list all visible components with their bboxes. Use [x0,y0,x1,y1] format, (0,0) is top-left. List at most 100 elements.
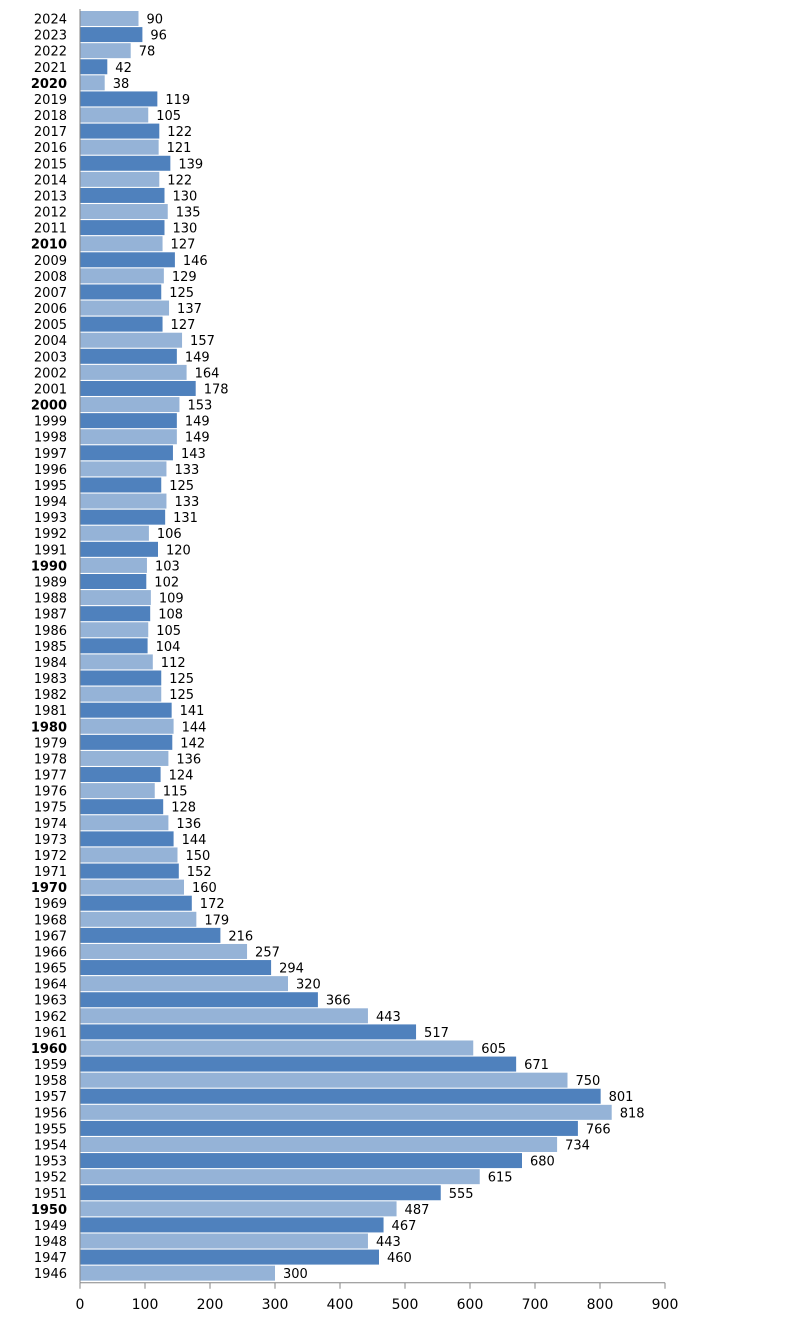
bar-1951 [80,1185,441,1201]
data-label-1963: 366 [326,994,351,1009]
y-tick-label-2002: 2002 [34,366,67,381]
x-axis: 0 100 200 300 400 500 600 700 800 900 [76,9,678,1313]
bar-2001 [80,380,196,396]
y-tick-label-1953: 1953 [34,1155,67,1170]
bar-2000 [80,397,180,413]
data-label-1966: 257 [255,945,280,960]
data-label-1980: 144 [182,720,207,735]
bar-2022 [80,43,131,59]
data-label-1965: 294 [279,962,304,977]
y-tick-label-1988: 1988 [34,592,67,607]
bar-1957 [80,1088,601,1104]
y-tick-label-1966: 1966 [34,945,67,960]
data-label-1993: 131 [173,511,198,526]
data-label-1958: 750 [576,1074,601,1089]
bar-1992 [80,525,149,541]
bar-1980 [80,718,174,734]
data-label-2011: 130 [173,222,198,237]
bar-2013 [80,187,165,203]
data-label-1967: 216 [228,929,253,944]
data-label-1984: 112 [161,656,186,671]
y-tick-label-1989: 1989 [34,576,67,591]
bar-1973 [80,831,174,847]
y-tick-label-2008: 2008 [34,270,67,285]
data-label-2007: 125 [169,286,194,301]
data-label-1953: 680 [530,1155,555,1170]
data-label-2017: 122 [167,125,192,140]
y-tick-label-1996: 1996 [34,463,67,478]
bar-2008 [80,268,164,284]
data-label-1986: 105 [156,624,181,639]
data-label-1977: 124 [169,769,194,784]
data-label-1992: 106 [157,527,182,542]
y-tick-label-1976: 1976 [34,785,67,800]
data-label-1964: 320 [296,978,321,993]
bar-2018 [80,107,149,123]
bar-1999 [80,413,177,429]
y-tick-label-1973: 1973 [34,833,67,848]
y-tick-label-2011: 2011 [34,222,67,237]
y-tick-label-1991: 1991 [34,543,67,558]
y-tick-label-2001: 2001 [34,382,67,397]
y-tick-label-1999: 1999 [34,415,67,430]
y-tick-label-1949: 1949 [34,1219,67,1234]
y-tick-label-1965: 1965 [34,962,67,977]
data-label-1949: 467 [392,1219,417,1234]
bar-1948 [80,1233,368,1249]
data-label-2023: 96 [150,29,167,44]
bar-1982 [80,686,162,702]
data-label-1952: 615 [488,1171,513,1186]
data-label-1959: 671 [524,1058,549,1073]
bar-2021 [80,59,108,75]
data-label-1989: 102 [154,576,179,591]
bar-2024 [80,11,139,26]
data-label-1985: 104 [156,640,181,655]
bar-1990 [80,557,147,573]
x-tick-label-500: 500 [392,1297,419,1313]
bar-1981 [80,702,172,718]
data-label-1994: 133 [174,495,199,510]
data-label-2000: 153 [187,399,212,414]
bar-1947 [80,1249,379,1265]
y-tick-label-2019: 2019 [34,93,67,108]
bar-1978 [80,750,169,766]
y-tick-label-1979: 1979 [34,736,67,751]
data-label-1957: 801 [609,1090,634,1105]
y-tick-label-1961: 1961 [34,1026,67,1041]
y-tick-label-1972: 1972 [34,849,67,864]
data-label-1987: 108 [158,608,183,623]
data-label-2020: 38 [113,77,130,92]
bar-1959 [80,1056,517,1072]
bar-1946 [80,1265,275,1281]
data-label-1978: 136 [176,752,201,767]
bar-1954 [80,1137,558,1152]
bar-1976 [80,783,155,799]
data-label-1970: 160 [192,881,217,896]
y-tick-label-1990: 1990 [31,559,67,574]
y-tick-label-2014: 2014 [34,173,67,188]
data-label-1990: 103 [155,559,180,574]
y-tick-label-1963: 1963 [34,994,67,1009]
data-label-1956: 818 [620,1106,645,1121]
y-tick-label-1954: 1954 [34,1139,67,1154]
data-label-1962: 443 [376,1010,401,1025]
bar-1961 [80,1024,417,1040]
y-tick-label-1995: 1995 [34,479,67,494]
data-label-2018: 105 [156,109,181,124]
y-tick-label-1993: 1993 [34,511,67,526]
y-tick-label-1985: 1985 [34,640,67,655]
y-tick-label-2007: 2007 [34,286,67,301]
x-tick-label-0: 0 [76,1297,85,1313]
x-tick-label-200: 200 [197,1297,224,1313]
y-tick-label-1959: 1959 [34,1058,67,1073]
y-tick-label-2005: 2005 [34,318,67,333]
bar-1965 [80,960,272,976]
y-tick-label-2016: 2016 [34,141,67,156]
bar-1991 [80,541,158,557]
bar-2020 [80,75,105,91]
y-tick-label-1980: 1980 [31,720,67,735]
y-tick-label-2015: 2015 [34,157,67,172]
y-tick-label-1977: 1977 [34,769,67,784]
bar-1949 [80,1217,384,1233]
data-label-2016: 121 [167,141,192,156]
